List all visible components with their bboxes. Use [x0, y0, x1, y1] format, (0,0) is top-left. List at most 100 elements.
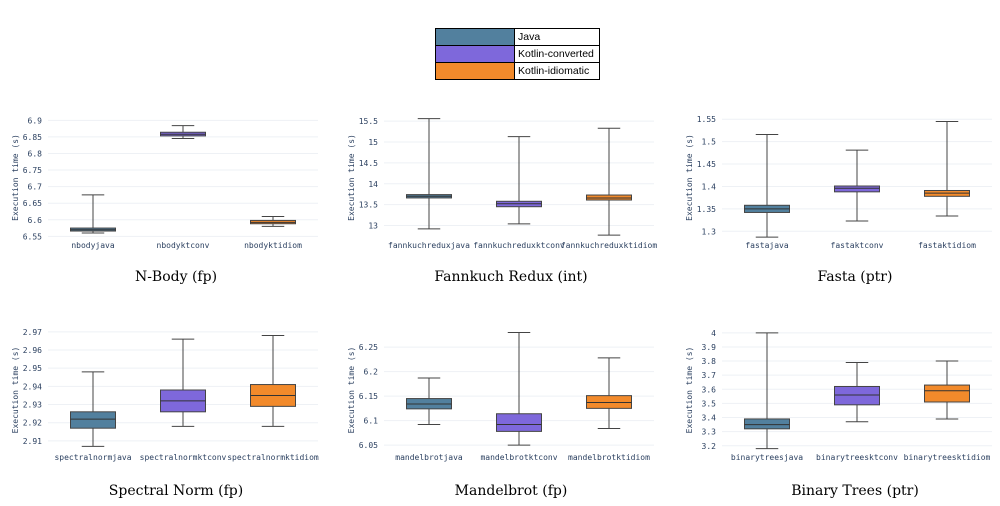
- y-tick-label: 1.55: [697, 115, 716, 124]
- y-axis-title: Execution time (s): [347, 134, 356, 221]
- panel-n-body-fp: 6.55 6.6 6.65 6.7 6.75 6.8 6.85 6.9 Execution ti…: [11, 116, 318, 285]
- y-tick-label: 6.8: [28, 149, 43, 158]
- y-tick-label: 1.3: [702, 227, 717, 236]
- box-iqr: [834, 185, 880, 193]
- y-tick-label: 14.5: [359, 159, 378, 168]
- box-nbodyjava: [70, 194, 116, 234]
- y-tick-label: 2.95: [23, 364, 42, 373]
- y-tick-label: 6.7: [28, 183, 43, 192]
- y-tick-label: 4: [711, 329, 716, 338]
- box-fastaktconv: [834, 149, 880, 222]
- y-tick-label: 15: [368, 138, 378, 147]
- box-fannkuchreduxjava: [406, 118, 452, 230]
- y-axis-title: Execution time (s): [11, 347, 20, 434]
- x-tick-label: fannkuchreduxktconv: [473, 241, 565, 250]
- y-tick-label: 1.5: [702, 138, 717, 147]
- y-tick-label: 6.65: [23, 199, 42, 208]
- y-tick-label: 2.97: [23, 328, 42, 337]
- legend-swatch-kotlin-converted: [436, 46, 515, 62]
- y-tick-label: 3.2: [702, 442, 717, 451]
- legend-swatch-kotlin-idiomatic: [436, 63, 515, 79]
- x-tick-label: fannkuchreduxjava: [388, 241, 470, 250]
- y-tick-label: 14: [368, 180, 378, 189]
- x-tick-label: mandelbrotjava: [395, 453, 463, 462]
- y-axis-title: Execution time (s): [685, 347, 694, 434]
- box-iqr: [496, 413, 542, 432]
- y-tick-label: 2.94: [23, 382, 42, 391]
- x-tick-label: mandelbrotktconv: [480, 453, 557, 462]
- y-tick-label: 3.3: [702, 428, 717, 437]
- chart-title: N-Body (fp): [135, 269, 217, 285]
- y-tick-label: 3.9: [702, 343, 717, 352]
- x-tick-label: fastaktidiom: [918, 241, 976, 250]
- box-fastajava: [744, 133, 790, 238]
- y-tick-label: 3.7: [702, 371, 717, 380]
- box-binarytreesktidiom: [924, 360, 970, 420]
- y-tick-label: 6.2: [364, 368, 379, 377]
- y-tick-label: 1.35: [697, 205, 716, 214]
- x-tick-label: binarytreesktconv: [816, 453, 898, 462]
- y-tick-label: 3.4: [702, 414, 717, 423]
- x-tick-label: fastajava: [745, 241, 789, 250]
- chart-title: Mandelbrot (fp): [455, 483, 568, 499]
- box-iqr: [744, 418, 790, 430]
- x-tick-label: mandelbrotktidiom: [568, 453, 650, 462]
- panel-spectral-norm-fp: 2.91 2.92 2.93 2.94 2.95 2.96 2.97 Execution ti…: [11, 328, 319, 499]
- y-tick-label: 13.5: [359, 201, 378, 210]
- y-axis-title: Execution time (s): [11, 134, 20, 221]
- box-iqr: [834, 385, 880, 406]
- legend: Java Kotlin-converted Kotlin-idiomatic: [435, 28, 600, 80]
- y-tick-label: 1.45: [697, 160, 716, 169]
- y-tick-label: 13: [368, 221, 378, 230]
- y-tick-label: 6.6: [28, 216, 43, 225]
- y-axis-title: Execution time (s): [347, 347, 356, 434]
- box-fannkuchreduxktconv: [496, 136, 542, 225]
- y-tick-label: 6.75: [23, 166, 42, 175]
- x-tick-label: binarytreesktidiom: [904, 453, 991, 462]
- y-tick-label: 3.5: [702, 399, 717, 408]
- x-tick-label: fannkuchreduxktidiom: [561, 241, 658, 250]
- y-tick-label: 1.4: [702, 182, 717, 191]
- legend-item-kotlin-converted[interactable]: Kotlin-converted: [436, 46, 599, 63]
- chart-title: Binary Trees (ptr): [791, 483, 919, 499]
- y-tick-label: 6.55: [23, 232, 42, 241]
- y-tick-label: 6.15: [359, 392, 378, 401]
- box-binarytreesjava: [744, 332, 790, 450]
- y-axis-title: Execution time (s): [685, 134, 694, 221]
- box-iqr: [924, 384, 970, 403]
- box-spectralnormktidiom: [250, 334, 296, 427]
- y-tick-label: 3.8: [702, 357, 717, 366]
- y-tick-label: 2.93: [23, 401, 42, 410]
- x-tick-label: nbodyjava: [71, 241, 115, 250]
- chart-title: Fannkuch Redux (int): [434, 269, 587, 285]
- x-tick-label: nbodyktidiom: [244, 241, 302, 250]
- y-tick-label: 2.92: [23, 419, 42, 428]
- legend-label-kotlin-converted: Kotlin-converted: [518, 48, 594, 60]
- legend-label-java: Java: [518, 31, 541, 43]
- x-tick-label: fastaktconv: [831, 241, 884, 250]
- legend-item-java[interactable]: Java: [436, 29, 599, 46]
- box-spectralnormjava: [70, 371, 116, 447]
- x-tick-label: binarytreesjava: [731, 453, 803, 462]
- y-tick-label: 15.5: [359, 117, 378, 126]
- chart-title: Fasta (ptr): [818, 269, 893, 285]
- chart-title: Spectral Norm (fp): [109, 483, 243, 499]
- y-tick-label: 6.25: [359, 343, 378, 352]
- y-tick-label: 6.9: [28, 116, 43, 125]
- panel-fasta-ptr: 1.3 1.35 1.4 1.45 1.5 1.55 Execution time (s) f…: [685, 115, 992, 285]
- legend-label-kotlin-idiomatic: Kotlin-idiomatic: [518, 65, 590, 77]
- box-fastaktidiom: [924, 120, 970, 217]
- y-tick-label: 2.91: [23, 437, 42, 446]
- x-tick-label: nbodyktconv: [157, 241, 210, 250]
- x-tick-label: spectralnormjava: [54, 453, 131, 462]
- x-tick-label: spectralnormktconv: [140, 453, 227, 462]
- box-nbodyktconv: [160, 125, 206, 140]
- legend-item-kotlin-idiomatic[interactable]: Kotlin-idiomatic: [436, 63, 599, 79]
- box-mandelbrotktconv: [496, 331, 542, 446]
- panel-binary-trees-ptr: 3.2 3.3 3.4 3.5 3.6 3.7 3.8 3.9 4 Execution time …: [685, 329, 992, 499]
- box-binarytreesktconv: [834, 361, 880, 423]
- box-mandelbrotktidiom: [586, 357, 632, 429]
